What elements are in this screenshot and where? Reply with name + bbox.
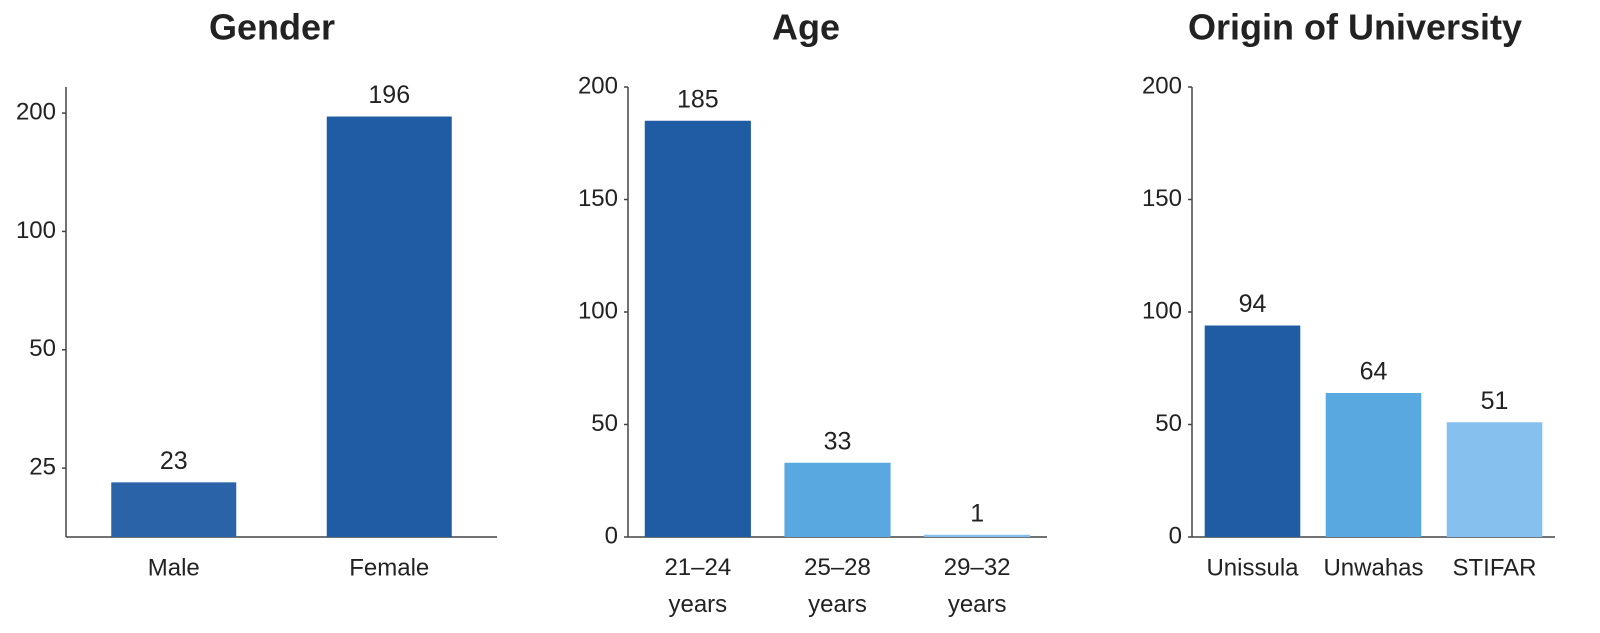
y-tick-label: 50	[591, 410, 618, 437]
x-tick-label: 21–24 years	[664, 554, 731, 618]
y-tick-label: 100	[16, 217, 56, 244]
value-label: 185	[677, 85, 719, 113]
y-tick-label: 0	[1169, 522, 1182, 549]
x-tick-label: Unwahas	[1323, 554, 1423, 581]
value-label: 33	[824, 427, 852, 455]
y-tick-label: 50	[1155, 410, 1182, 437]
value-label: 196	[368, 81, 410, 109]
x-tick-label: 25–28 years	[804, 554, 871, 618]
chart-title: Age	[772, 7, 840, 48]
y-tick-label: 25	[29, 453, 56, 480]
value-label: 1	[970, 499, 984, 527]
bar	[1204, 325, 1301, 537]
bar	[111, 482, 237, 537]
y-tick-label: 50	[29, 335, 56, 362]
x-tick-label: Unissula	[1206, 554, 1299, 581]
chart-title: Gender	[209, 7, 335, 48]
x-tick-label: Female	[349, 554, 429, 581]
y-tick-label: 150	[578, 185, 618, 212]
value-label: 51	[1481, 387, 1509, 415]
y-tick-label: 100	[578, 297, 618, 324]
value-label: 64	[1360, 358, 1388, 386]
bar	[326, 116, 452, 537]
y-tick-label: 200	[1142, 72, 1182, 99]
y-tick-label: 200	[578, 72, 618, 99]
y-tick-label: 100	[1142, 297, 1182, 324]
chart-title: Origin of University	[1188, 7, 1522, 48]
bar	[1325, 393, 1422, 537]
y-tick-label: 200	[16, 98, 56, 125]
value-label: 23	[160, 447, 188, 475]
x-tick-label: 29–32 years	[944, 554, 1011, 618]
value-label: 94	[1239, 290, 1267, 318]
bar	[1446, 422, 1543, 537]
y-tick-label: 0	[605, 522, 618, 549]
y-tick-label: 150	[1142, 185, 1182, 212]
bar	[644, 120, 751, 537]
x-tick-label: Male	[148, 554, 200, 581]
bar	[924, 534, 1031, 537]
x-tick-label: STIFAR	[1452, 554, 1536, 581]
bar	[784, 462, 891, 537]
